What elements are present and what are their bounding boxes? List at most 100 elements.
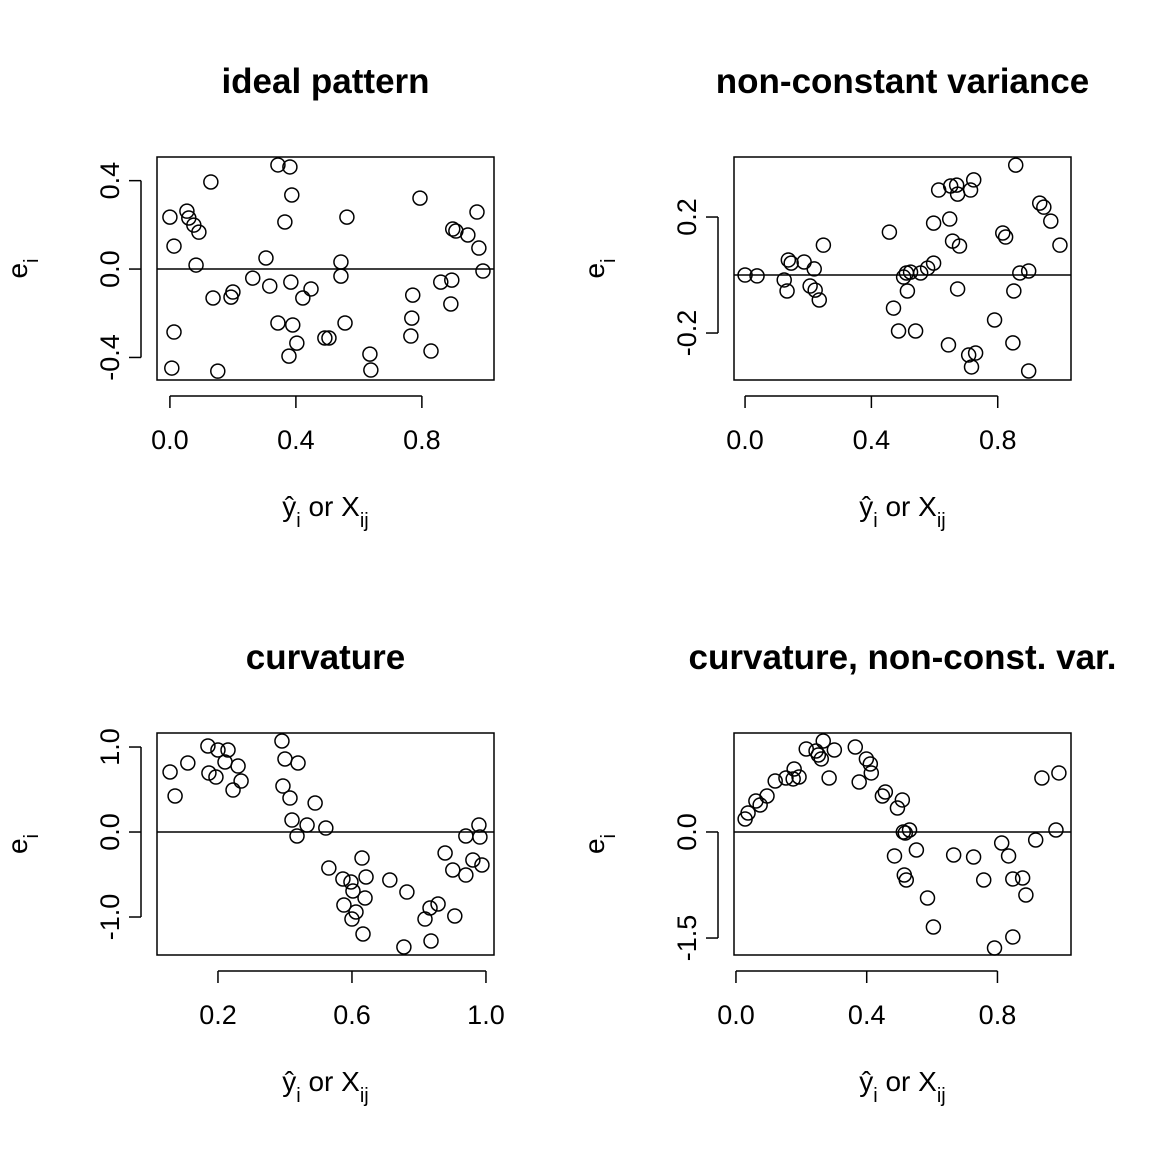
point (295, 290, 311, 306)
plot-box (733, 732, 1072, 956)
point (779, 283, 795, 299)
label-text: e (579, 838, 610, 854)
point (940, 337, 957, 353)
label-text: e (579, 263, 610, 279)
x-tick-label: 0.6 (333, 1000, 371, 1030)
point (355, 926, 371, 942)
point (965, 849, 982, 865)
point (382, 872, 398, 888)
point (808, 743, 824, 759)
point (862, 756, 879, 772)
point (858, 751, 875, 767)
label-text: ŷ (859, 491, 873, 522)
label-subscript: i (598, 258, 620, 262)
point (902, 264, 919, 280)
y-axis-label: ei (579, 258, 620, 278)
point (813, 751, 830, 767)
point (815, 237, 832, 253)
point (321, 330, 337, 346)
point (281, 348, 297, 364)
point (447, 908, 463, 924)
point (806, 261, 822, 277)
point (188, 257, 204, 273)
point (778, 770, 794, 786)
point (363, 362, 379, 378)
point (225, 284, 241, 300)
point (986, 940, 1003, 956)
point (444, 221, 461, 237)
point (740, 805, 756, 821)
point (445, 862, 461, 878)
y-tick-label: 0.2 (672, 198, 702, 236)
point (798, 741, 814, 757)
x-axis-label: ŷi or Xij (282, 1066, 368, 1107)
y-tick-label: 1.0 (95, 728, 125, 766)
point (345, 883, 361, 899)
point (164, 360, 180, 376)
point (403, 328, 419, 344)
point (1000, 848, 1017, 864)
label-text: e (2, 838, 33, 854)
label-subscript: i (598, 834, 620, 838)
point (1036, 199, 1052, 215)
x-tick-label: 0.8 (979, 1000, 1017, 1030)
point (780, 252, 797, 268)
point (737, 267, 753, 283)
point (471, 240, 487, 256)
point (1018, 887, 1034, 903)
point (776, 272, 792, 288)
label-subscript: ij (360, 510, 369, 532)
point (749, 268, 765, 284)
point (458, 828, 474, 844)
point (1031, 195, 1048, 211)
point (472, 829, 488, 845)
point (210, 742, 226, 758)
point (894, 792, 911, 808)
label-text: or X (878, 1066, 937, 1097)
point (898, 872, 915, 888)
point (475, 263, 491, 279)
point (851, 774, 867, 790)
point (962, 182, 979, 198)
point (948, 177, 965, 193)
point (289, 828, 305, 844)
y-axis-label: ei (2, 258, 43, 278)
point (166, 238, 182, 254)
point (919, 890, 936, 906)
point (318, 820, 334, 836)
point (396, 939, 412, 955)
point (975, 872, 992, 888)
y-tick-label: 0.0 (95, 813, 125, 851)
x-tick-label: 0.0 (717, 1000, 755, 1030)
point (423, 933, 439, 949)
point (995, 225, 1011, 241)
x-tick-label: 0.0 (151, 425, 189, 455)
point (759, 788, 775, 804)
point (1051, 765, 1067, 781)
label-text: ŷ (282, 491, 296, 522)
point (748, 793, 764, 809)
point (290, 755, 306, 771)
point (225, 782, 241, 798)
label-subscript: i (873, 1085, 877, 1107)
label-subscript: i (21, 258, 43, 262)
point (1034, 770, 1050, 786)
panel: non-constant variance 0.0 0.4 0.8 -0.2 0.2 ŷi … (579, 62, 1089, 532)
point (335, 871, 351, 887)
point (283, 274, 299, 290)
point (191, 224, 207, 240)
point (469, 204, 485, 220)
label-subscript: ij (937, 510, 946, 532)
point (802, 278, 818, 294)
point (474, 857, 490, 873)
plot-box (156, 732, 495, 956)
point (166, 324, 182, 340)
point (422, 900, 438, 916)
point (274, 733, 290, 749)
point (423, 343, 439, 359)
point (1014, 870, 1031, 886)
point (200, 738, 216, 754)
